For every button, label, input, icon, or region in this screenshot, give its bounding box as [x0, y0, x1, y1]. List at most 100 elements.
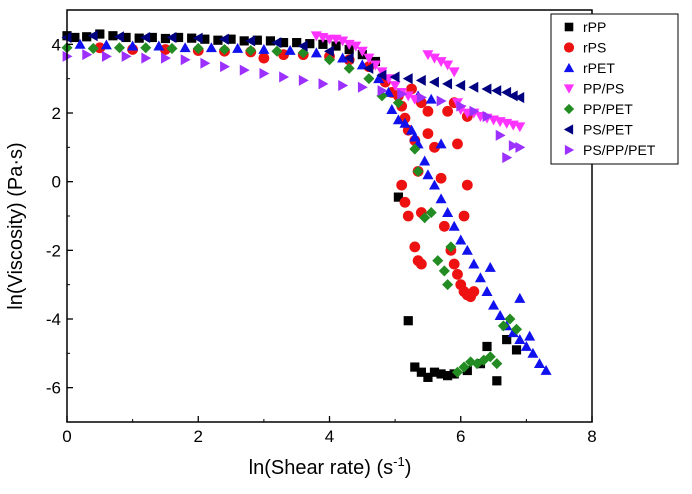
data-point — [416, 92, 427, 104]
data-point — [482, 110, 493, 122]
data-point — [393, 192, 404, 202]
data-point — [409, 131, 421, 142]
data-point — [481, 83, 492, 95]
data-point — [491, 358, 503, 370]
data-point — [442, 60, 454, 71]
data-point — [465, 356, 477, 368]
data-point — [468, 286, 480, 297]
data-point — [278, 38, 289, 48]
data-point — [377, 85, 388, 97]
data-point — [507, 90, 518, 102]
data-point — [422, 128, 434, 140]
data-point — [389, 81, 401, 92]
data-point — [422, 50, 434, 61]
data-point — [461, 244, 473, 255]
data-point — [192, 42, 204, 54]
data-point — [448, 67, 460, 78]
data-point — [87, 30, 98, 42]
x-axis-title-sup: -1 — [393, 454, 405, 469]
legend-entry: rPS — [563, 40, 606, 56]
legend-marker — [564, 22, 574, 32]
data-point — [428, 179, 441, 190]
data-point — [527, 347, 539, 358]
data-point — [356, 59, 368, 70]
data-point — [497, 320, 509, 332]
data-point — [442, 279, 454, 291]
data-point — [514, 292, 526, 303]
data-point — [520, 340, 532, 351]
data-point — [469, 105, 480, 117]
data-point — [484, 351, 496, 363]
data-point — [452, 138, 463, 150]
data-point — [442, 78, 453, 90]
data-point — [397, 88, 408, 100]
series-pp-ps — [310, 31, 526, 133]
legend-label: PS/PET — [583, 122, 633, 138]
data-point — [438, 265, 450, 277]
data-point — [428, 76, 439, 88]
data-point — [435, 172, 447, 184]
data-point — [179, 42, 191, 53]
series-ps-pet — [61, 30, 525, 104]
data-point — [245, 44, 257, 57]
data-point — [113, 31, 124, 43]
data-point — [419, 155, 431, 166]
data-point — [94, 42, 106, 54]
x-axis-title: ln(Shear rate) (s-1) — [249, 454, 412, 479]
data-point — [70, 32, 80, 43]
data-point — [87, 42, 99, 54]
x-tick-label: 6 — [456, 427, 465, 446]
legend-marker — [564, 144, 575, 156]
data-point — [406, 124, 418, 135]
data-point — [357, 81, 368, 93]
data-point — [511, 345, 522, 355]
y-tick-label: 2 — [52, 104, 61, 123]
data-point — [226, 34, 236, 44]
data-point — [153, 40, 165, 51]
y-tick-label: -2 — [46, 241, 61, 260]
data-point — [356, 46, 368, 57]
data-point — [442, 105, 454, 117]
data-point — [399, 117, 411, 128]
data-point — [428, 53, 441, 64]
data-point — [436, 369, 446, 379]
data-point — [258, 43, 270, 54]
data-point — [279, 71, 290, 83]
x-axis-title-main: ln(Shear rate) (s — [249, 457, 394, 479]
data-point — [455, 234, 467, 245]
data-point — [121, 50, 132, 62]
data-point — [456, 100, 467, 112]
data-point — [258, 52, 270, 64]
data-point — [271, 45, 283, 57]
data-point — [502, 152, 513, 164]
data-point — [318, 78, 329, 90]
data-point — [515, 141, 526, 153]
data-point — [429, 367, 440, 377]
data-point — [435, 57, 447, 68]
data-point — [423, 372, 433, 382]
data-point — [524, 330, 536, 341]
data-point — [488, 299, 500, 310]
data-point — [425, 207, 437, 219]
data-point — [507, 327, 519, 338]
data-point — [337, 52, 349, 63]
legend-marker — [563, 42, 575, 53]
data-point — [502, 335, 512, 345]
data-point — [484, 261, 496, 272]
data-point — [504, 313, 516, 325]
data-point — [245, 35, 256, 47]
data-point — [419, 212, 431, 224]
data-point — [461, 179, 473, 191]
y-tick-label: 4 — [52, 35, 61, 54]
data-point — [337, 36, 349, 47]
data-point — [140, 42, 152, 54]
data-point — [297, 40, 308, 52]
legend-entry: PS/PP/PET — [564, 142, 656, 158]
data-point — [451, 366, 463, 378]
data-point — [403, 316, 413, 326]
series-ps-pp-pet — [62, 49, 526, 164]
x-tick-label: 0 — [62, 427, 71, 446]
data-point — [108, 31, 118, 41]
data-point — [343, 62, 355, 74]
